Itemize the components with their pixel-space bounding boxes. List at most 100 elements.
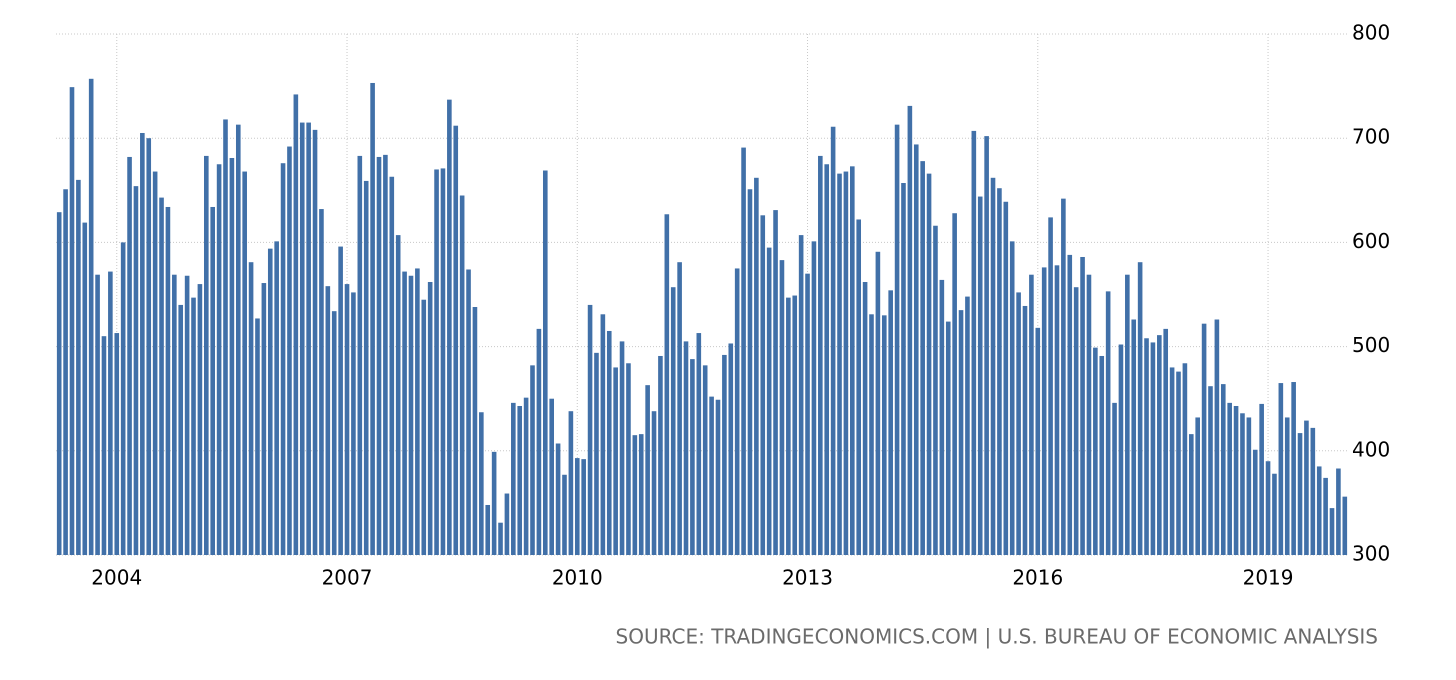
bar xyxy=(690,359,695,555)
bar xyxy=(709,396,714,555)
bar xyxy=(760,215,766,556)
bar xyxy=(542,170,548,555)
bar xyxy=(498,522,503,555)
bar xyxy=(1163,328,1169,555)
bar xyxy=(133,186,139,555)
bar xyxy=(971,130,977,555)
bar xyxy=(287,146,292,555)
bar xyxy=(766,247,772,556)
bar xyxy=(990,177,996,555)
bar xyxy=(108,271,113,555)
y-tick-label: 600 xyxy=(1352,229,1390,253)
bar xyxy=(1054,265,1060,555)
bar xyxy=(280,163,286,555)
y-tick-label: 700 xyxy=(1352,125,1390,149)
x-tick-label: 2016 xyxy=(1012,566,1063,590)
bar xyxy=(1093,347,1098,555)
bar xyxy=(536,328,542,555)
bar xyxy=(491,451,497,555)
bar xyxy=(1016,292,1021,555)
x-tick-label: 2004 xyxy=(91,566,142,590)
bar xyxy=(1259,403,1264,555)
bar xyxy=(1105,291,1111,555)
bar xyxy=(945,321,951,555)
bar xyxy=(670,287,676,555)
bar xyxy=(747,189,753,555)
bar xyxy=(56,212,62,555)
bar xyxy=(722,354,727,555)
bar xyxy=(447,99,452,556)
bar xyxy=(1227,402,1232,555)
bar xyxy=(786,297,791,555)
bar xyxy=(965,296,970,555)
bar xyxy=(440,168,446,555)
bar xyxy=(805,273,810,555)
bar xyxy=(1246,417,1252,555)
bar xyxy=(818,155,823,555)
bar xyxy=(600,314,606,555)
bar xyxy=(191,297,196,555)
x-tick-label: 2013 xyxy=(782,566,833,590)
bar xyxy=(779,260,785,555)
bar xyxy=(926,173,932,556)
bar xyxy=(1182,363,1188,555)
bar xyxy=(472,307,478,555)
bar xyxy=(850,166,855,556)
bar xyxy=(1304,420,1309,555)
bar xyxy=(555,443,561,555)
bar xyxy=(120,242,126,555)
bar xyxy=(754,177,759,555)
bar xyxy=(172,274,177,555)
bar xyxy=(267,248,273,556)
bar xyxy=(408,275,414,555)
bar xyxy=(1131,319,1137,555)
bar xyxy=(696,333,702,555)
bar xyxy=(1323,477,1328,555)
bar xyxy=(1048,217,1053,555)
bar xyxy=(1041,267,1047,555)
bar xyxy=(1022,305,1028,555)
bar xyxy=(76,179,81,555)
bar xyxy=(306,122,311,555)
bar xyxy=(453,125,459,556)
bar xyxy=(613,367,618,555)
bar xyxy=(568,411,574,555)
bar xyxy=(319,209,324,555)
bar xyxy=(82,222,88,556)
bar xyxy=(299,122,305,555)
bar xyxy=(210,206,216,556)
bar xyxy=(1150,342,1156,555)
bar xyxy=(383,154,388,555)
bar xyxy=(888,290,893,555)
bar xyxy=(204,155,209,555)
bar xyxy=(1144,338,1149,555)
bar xyxy=(1278,383,1284,555)
bar xyxy=(830,126,836,555)
bar xyxy=(261,283,267,555)
x-tick-label: 2007 xyxy=(322,566,373,590)
bar xyxy=(178,304,184,555)
bar xyxy=(293,94,299,555)
bar xyxy=(824,164,830,555)
bar xyxy=(1214,319,1220,555)
bar xyxy=(1061,198,1066,556)
y-tick-label: 500 xyxy=(1352,333,1390,357)
bar xyxy=(1316,466,1322,555)
bar xyxy=(140,132,145,556)
bar xyxy=(376,156,382,555)
bar xyxy=(1086,274,1092,555)
bar xyxy=(1265,461,1271,555)
bar xyxy=(325,286,331,555)
bar xyxy=(389,176,395,555)
bar xyxy=(146,138,152,555)
bar xyxy=(530,365,535,555)
bar xyxy=(798,235,804,555)
bar xyxy=(683,341,689,555)
bar xyxy=(913,144,919,555)
y-tick-label: 400 xyxy=(1352,437,1390,461)
bar xyxy=(1188,434,1194,555)
bar xyxy=(95,274,100,555)
bar xyxy=(881,315,887,555)
bar xyxy=(1112,402,1117,555)
bar xyxy=(728,343,734,555)
